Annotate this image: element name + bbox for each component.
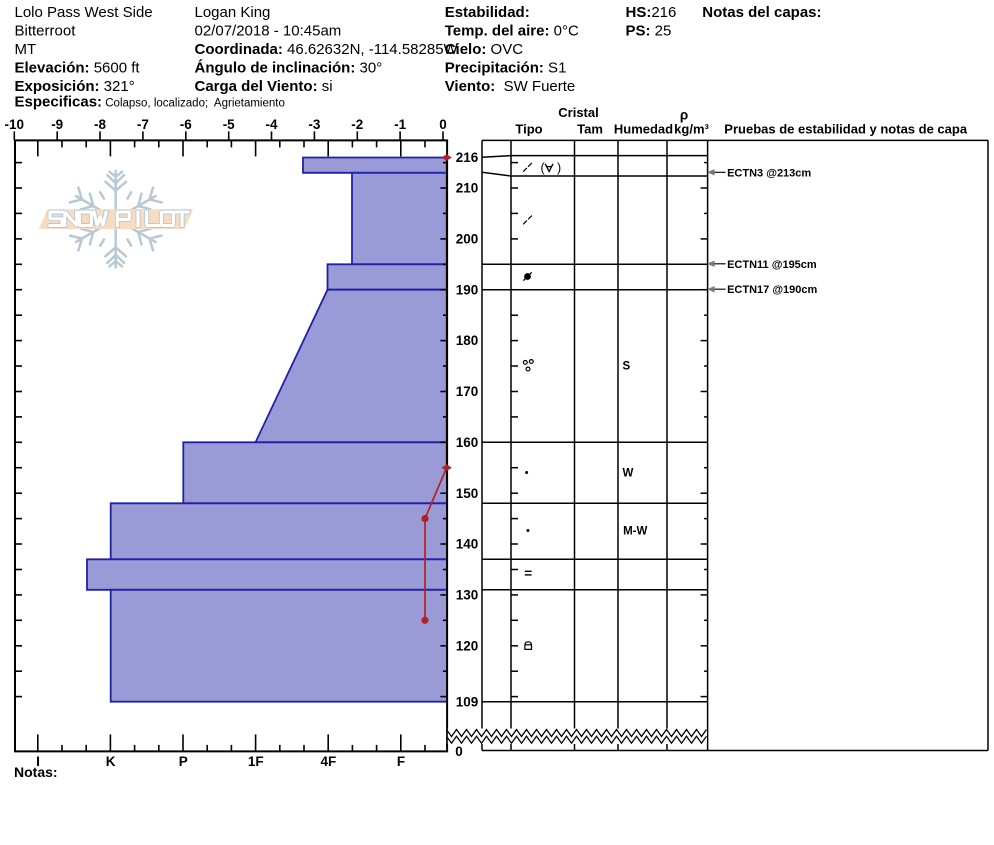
svg-text:F: F (397, 754, 405, 769)
svg-text:Notas del capas:: Notas del capas: (702, 4, 821, 21)
svg-text:Logan King: Logan King (195, 4, 271, 21)
svg-text:Humedad: Humedad (614, 122, 673, 137)
svg-text:Estabilidad:: Estabilidad: (445, 4, 530, 21)
svg-text:0: 0 (455, 744, 463, 759)
svg-text:HS:216: HS:216 (626, 4, 677, 21)
svg-text:ECTN11 @195cm: ECTN11 @195cm (727, 259, 817, 271)
svg-text:170: 170 (456, 384, 479, 399)
svg-text:PS: 25: PS: 25 (626, 23, 672, 40)
svg-text:Notas:: Notas: (14, 764, 58, 780)
svg-text:Tipo: Tipo (515, 122, 542, 137)
svg-text:180: 180 (456, 333, 479, 348)
svg-text:Cristal: Cristal (558, 105, 598, 120)
svg-text:): ) (557, 161, 561, 175)
svg-text:Carga del Viento: si: Carga del Viento: si (195, 78, 333, 95)
svg-text:Precipitación: S1: Precipitación: S1 (445, 60, 567, 77)
svg-text:Lolo Pass West Side: Lolo Pass West Side (15, 4, 153, 21)
svg-text:120: 120 (456, 638, 479, 653)
svg-text:Temp. del aire: 0°C: Temp. del aire: 0°C (445, 23, 579, 40)
svg-text:Tam: Tam (577, 122, 603, 137)
svg-text:150: 150 (456, 486, 479, 501)
svg-text:-4: -4 (265, 117, 277, 132)
svg-text:Bitterroot: Bitterroot (15, 23, 77, 40)
svg-text:4F: 4F (321, 754, 337, 769)
svg-text:1F: 1F (248, 754, 264, 769)
svg-text:W: W (623, 468, 634, 480)
svg-text:-5: -5 (223, 117, 235, 132)
svg-text:210: 210 (456, 181, 479, 196)
svg-text:-6: -6 (180, 117, 192, 132)
svg-text:K: K (106, 754, 116, 769)
svg-text:-9: -9 (51, 117, 63, 132)
svg-text:0: 0 (439, 117, 447, 132)
svg-text:Exposición: 321°: Exposición: 321° (15, 78, 135, 95)
svg-text:Elevación: 5600 ft: Elevación: 5600 ft (15, 60, 141, 77)
svg-text:Ángulo de inclinación: 30°: Ángulo de inclinación: 30° (195, 60, 383, 77)
svg-text:P: P (179, 754, 188, 769)
svg-text:ECTN17 @190cm: ECTN17 @190cm (727, 284, 817, 296)
svg-text:Cielo: OVC: Cielo: OVC (445, 41, 524, 58)
svg-text:02/07/2018 - 10:45am: 02/07/2018 - 10:45am (195, 23, 342, 40)
svg-text:190: 190 (456, 282, 479, 297)
svg-text:216: 216 (456, 150, 479, 165)
svg-text:130: 130 (456, 588, 479, 603)
svg-text:Pruebas de estabilidad y notas: Pruebas de estabilidad y notas de capa (724, 122, 968, 137)
svg-text:M-W: M-W (623, 526, 647, 538)
svg-text:-2: -2 (351, 117, 363, 132)
svg-text:Especificas: Colapso, localiza: Especificas: Colapso, localizado; Agriet… (15, 94, 285, 111)
svg-text:Viento: SW Fuerte: Viento: SW Fuerte (445, 78, 576, 95)
svg-text:kg/m³: kg/m³ (674, 122, 709, 137)
svg-text:-7: -7 (137, 117, 149, 132)
svg-text:-1: -1 (394, 117, 406, 132)
svg-text:MT: MT (15, 41, 37, 58)
svg-text:S: S (623, 361, 631, 373)
svg-text:I: I (36, 754, 40, 769)
svg-text:ρ: ρ (680, 108, 688, 123)
svg-text:(: ( (541, 161, 546, 175)
svg-text:-10: -10 (5, 117, 25, 132)
svg-text:109: 109 (456, 694, 479, 709)
svg-text:ECTN3 @213cm: ECTN3 @213cm (727, 167, 811, 179)
svg-text:200: 200 (456, 232, 479, 247)
svg-text:-8: -8 (94, 117, 106, 132)
svg-text:-3: -3 (308, 117, 320, 132)
svg-text:140: 140 (456, 537, 479, 552)
svg-text:160: 160 (456, 435, 479, 450)
svg-text:Coordinada: 46.62632N, -114.58: Coordinada: 46.62632N, -114.58285W (195, 41, 459, 58)
